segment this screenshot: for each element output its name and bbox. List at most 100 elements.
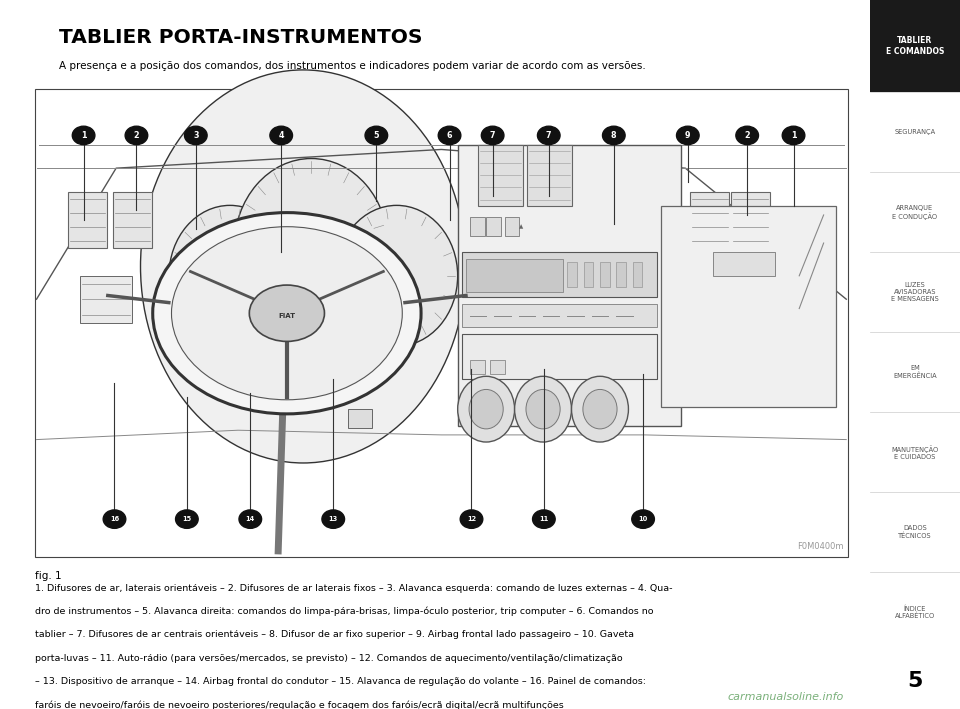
Text: 8: 8 bbox=[611, 131, 616, 140]
Text: fig. 1: fig. 1 bbox=[35, 571, 61, 581]
Text: 1: 1 bbox=[791, 131, 796, 140]
FancyBboxPatch shape bbox=[348, 409, 372, 428]
FancyBboxPatch shape bbox=[870, 0, 960, 92]
Text: DADOS
TÉCNICOS: DADOS TÉCNICOS bbox=[898, 525, 932, 539]
FancyBboxPatch shape bbox=[584, 262, 593, 288]
Ellipse shape bbox=[336, 206, 458, 346]
Text: – 13. Dispositivo de arranque – 14. Airbag frontal do condutor – 15. Alavanca de: – 13. Dispositivo de arranque – 14. Airb… bbox=[35, 677, 646, 686]
Text: 4: 4 bbox=[278, 131, 284, 140]
FancyBboxPatch shape bbox=[462, 304, 657, 328]
Text: porta-luvas – 11. Auto-rádio (para versões/mercados, se previsto) – 12. Comandos: porta-luvas – 11. Auto-rádio (para versõ… bbox=[35, 654, 622, 663]
FancyBboxPatch shape bbox=[491, 360, 505, 374]
FancyBboxPatch shape bbox=[80, 276, 132, 323]
Circle shape bbox=[72, 126, 95, 145]
Text: FIAT: FIAT bbox=[278, 313, 296, 319]
FancyBboxPatch shape bbox=[462, 252, 657, 297]
Circle shape bbox=[322, 510, 345, 528]
FancyBboxPatch shape bbox=[713, 252, 775, 276]
Circle shape bbox=[782, 126, 804, 145]
Circle shape bbox=[438, 126, 461, 145]
FancyBboxPatch shape bbox=[458, 145, 682, 425]
FancyBboxPatch shape bbox=[567, 262, 577, 288]
Ellipse shape bbox=[469, 389, 503, 429]
Ellipse shape bbox=[172, 227, 402, 400]
FancyBboxPatch shape bbox=[469, 217, 485, 236]
Text: faróis de nevoeiro/faróis de nevoeiro posteriores/regulação e focagem dos faróis: faróis de nevoeiro/faróis de nevoeiro po… bbox=[35, 700, 564, 709]
Ellipse shape bbox=[571, 376, 629, 442]
Ellipse shape bbox=[169, 206, 291, 346]
FancyBboxPatch shape bbox=[469, 360, 485, 374]
FancyBboxPatch shape bbox=[505, 217, 519, 236]
Text: 12: 12 bbox=[467, 516, 476, 522]
Circle shape bbox=[538, 126, 560, 145]
Ellipse shape bbox=[250, 285, 324, 342]
Ellipse shape bbox=[234, 159, 389, 337]
FancyBboxPatch shape bbox=[68, 191, 108, 247]
FancyBboxPatch shape bbox=[690, 191, 730, 247]
Text: 16: 16 bbox=[109, 516, 119, 522]
Circle shape bbox=[125, 126, 148, 145]
Circle shape bbox=[184, 126, 207, 145]
Text: tablier – 7. Difusores de ar centrais orientáveis – 8. Difusor de ar fixo superi: tablier – 7. Difusores de ar centrais or… bbox=[35, 630, 634, 640]
Circle shape bbox=[239, 510, 262, 528]
FancyBboxPatch shape bbox=[462, 335, 657, 379]
Text: A presença e a posição dos comandos, dos instrumentos e indicadores podem variar: A presença e a posição dos comandos, dos… bbox=[60, 61, 646, 71]
Text: 5: 5 bbox=[907, 671, 923, 691]
FancyBboxPatch shape bbox=[633, 262, 642, 288]
Text: 5: 5 bbox=[373, 131, 379, 140]
Circle shape bbox=[365, 126, 388, 145]
Circle shape bbox=[677, 126, 699, 145]
Circle shape bbox=[460, 510, 483, 528]
Text: dro de instrumentos – 5. Alavanca direita: comandos do limpa-pára-brisas, limpa-: dro de instrumentos – 5. Alavanca direit… bbox=[35, 607, 654, 616]
Text: 13: 13 bbox=[328, 516, 338, 522]
Ellipse shape bbox=[583, 389, 617, 429]
FancyBboxPatch shape bbox=[466, 259, 564, 292]
Text: 11: 11 bbox=[540, 516, 548, 522]
Text: 3: 3 bbox=[193, 131, 199, 140]
Ellipse shape bbox=[458, 376, 515, 442]
FancyBboxPatch shape bbox=[616, 262, 626, 288]
Circle shape bbox=[481, 126, 504, 145]
Text: SEGURANÇA: SEGURANÇA bbox=[895, 129, 935, 135]
Text: 14: 14 bbox=[246, 516, 255, 522]
FancyBboxPatch shape bbox=[113, 191, 152, 247]
FancyBboxPatch shape bbox=[478, 145, 523, 206]
Text: EM
EMERGÊNCIA: EM EMERGÊNCIA bbox=[893, 365, 937, 379]
Text: TABLIER PORTA-INSTRUMENTOS: TABLIER PORTA-INSTRUMENTOS bbox=[60, 28, 422, 48]
Text: 7: 7 bbox=[546, 131, 551, 140]
Text: 2: 2 bbox=[744, 131, 750, 140]
FancyBboxPatch shape bbox=[600, 262, 610, 288]
Text: 10: 10 bbox=[638, 516, 648, 522]
Text: MANUTENÇÃO
E CUIDADOS: MANUTENÇÃO E CUIDADOS bbox=[891, 445, 939, 459]
Text: ÍNDICE
ALFABÉTICO: ÍNDICE ALFABÉTICO bbox=[895, 605, 935, 620]
Text: F0M0400m: F0M0400m bbox=[797, 542, 844, 551]
Ellipse shape bbox=[515, 376, 571, 442]
Text: 1. Difusores de ar, laterais orientáveis – 2. Difusores de ar laterais fixos – 3: 1. Difusores de ar, laterais orientáveis… bbox=[35, 584, 672, 593]
Text: 7: 7 bbox=[490, 131, 495, 140]
Text: ARRANQUE
E CONDUÇÃO: ARRANQUE E CONDUÇÃO bbox=[892, 205, 938, 220]
FancyBboxPatch shape bbox=[35, 89, 848, 557]
Text: 6: 6 bbox=[446, 131, 452, 140]
Circle shape bbox=[270, 126, 293, 145]
Text: 2: 2 bbox=[133, 131, 139, 140]
Ellipse shape bbox=[140, 70, 466, 463]
Text: 15: 15 bbox=[182, 516, 191, 522]
Text: 1: 1 bbox=[81, 131, 86, 140]
Circle shape bbox=[736, 126, 758, 145]
Circle shape bbox=[632, 510, 655, 528]
Text: TABLIER
E COMANDOS: TABLIER E COMANDOS bbox=[886, 36, 944, 56]
Text: 9: 9 bbox=[685, 131, 690, 140]
Text: LUZES
AVISADORAS
E MENSAGENS: LUZES AVISADORAS E MENSAGENS bbox=[891, 282, 939, 302]
Circle shape bbox=[103, 510, 126, 528]
Circle shape bbox=[176, 510, 198, 528]
Circle shape bbox=[603, 126, 625, 145]
Text: ▲: ▲ bbox=[519, 224, 523, 229]
FancyBboxPatch shape bbox=[486, 217, 501, 236]
FancyBboxPatch shape bbox=[661, 206, 836, 407]
Ellipse shape bbox=[526, 389, 560, 429]
Text: carmanualsoline.info: carmanualsoline.info bbox=[728, 692, 844, 702]
FancyBboxPatch shape bbox=[731, 191, 770, 247]
FancyBboxPatch shape bbox=[527, 145, 571, 206]
Circle shape bbox=[533, 510, 555, 528]
Ellipse shape bbox=[153, 213, 421, 414]
